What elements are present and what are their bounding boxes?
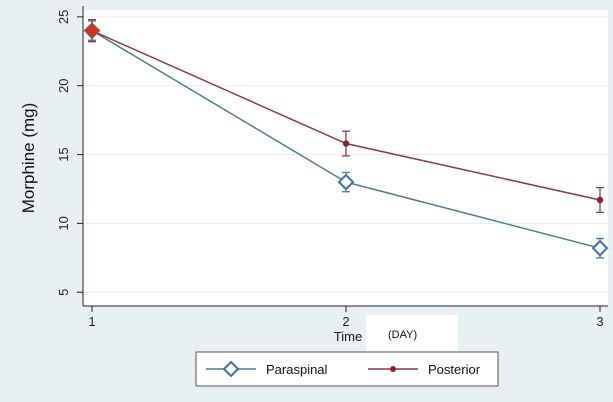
x-unit-box — [366, 315, 458, 351]
legend-label-paraspinal: Paraspinal — [266, 362, 328, 377]
y-axis-title: Morphine (mg) — [19, 103, 38, 214]
data-markers — [83, 22, 609, 257]
y-tick-label-15: 15 — [56, 147, 71, 161]
point-paraspinal-2 — [337, 173, 355, 191]
point-overlap-1 — [84, 22, 100, 39]
legend-label-posterior: Posterior — [428, 362, 481, 377]
x-tick-label-3: 3 — [596, 314, 603, 329]
x-axis-title: Time — [334, 329, 362, 344]
y-tick-label-10: 10 — [56, 216, 71, 230]
point-paraspinal-3 — [591, 239, 609, 257]
axes: 5 10 15 20 25 1 2 3 — [56, 6, 608, 329]
plot-area — [83, 10, 608, 306]
x-axis-unit-label: (DAY) — [388, 329, 417, 341]
x-tick-label-1: 1 — [88, 314, 95, 329]
y-tick-label-5: 5 — [56, 289, 71, 296]
point-posterior-3 — [596, 196, 604, 204]
point-posterior-2 — [342, 140, 350, 147]
legend-marker-posterior — [390, 366, 396, 372]
y-tick-label-25: 25 — [56, 10, 71, 24]
legend-box — [195, 351, 499, 387]
x-tick-label-2: 2 — [342, 314, 349, 329]
y-tick-label-20: 20 — [56, 78, 71, 92]
legend-marker-paraspinal — [222, 360, 240, 378]
legend: Paraspinal Posterior — [195, 351, 499, 387]
